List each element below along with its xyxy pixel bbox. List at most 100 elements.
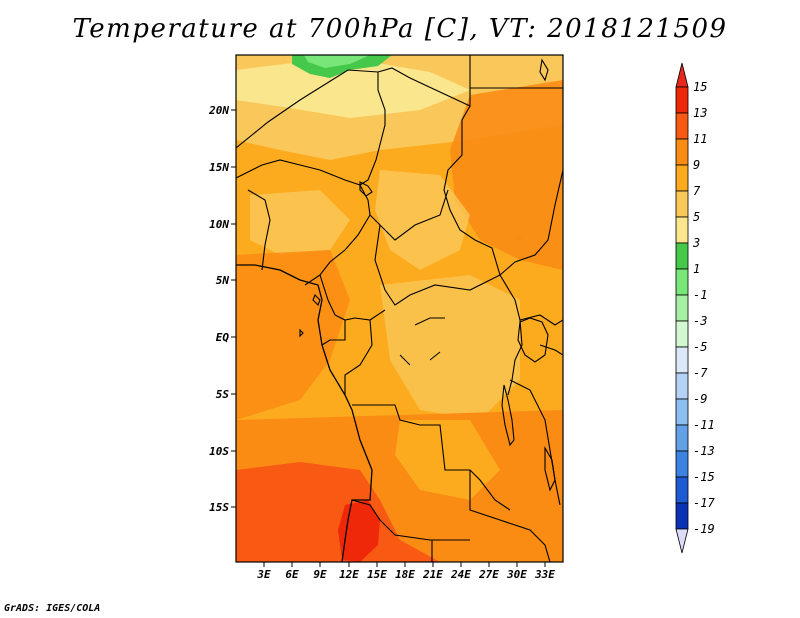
colorbar-segment [675, 424, 689, 452]
field-warm-dot [516, 237, 522, 241]
colorbar-label: -7 [693, 366, 708, 380]
lon-label: 15E [367, 568, 387, 581]
boundary-kenya [539, 344, 563, 356]
field-band-11to13 [236, 462, 440, 562]
colorbar-label: -15 [693, 470, 715, 484]
lon-label: 33E [534, 568, 555, 581]
field-band-9to11-west [236, 250, 350, 420]
lat-label: 20N [208, 104, 229, 117]
lon-label: 12E [339, 568, 359, 581]
lat-label: 10N [209, 218, 229, 231]
boundary-mali-niger [236, 159, 361, 186]
colorbar-segment [675, 346, 689, 374]
colorbar-label: -5 [693, 340, 707, 354]
lon-label: 30E [506, 568, 527, 581]
colorbar-over-arrow [675, 62, 689, 88]
colorbar-label: -3 [693, 314, 707, 328]
island-bioko [312, 294, 321, 306]
colorbar-segment [675, 294, 689, 322]
boundary-tanzania-mozambique [509, 379, 561, 506]
lake-chad [359, 181, 373, 197]
lat-labels: 20N 15N 10N 5N EQ 5S 10S 15S [208, 104, 229, 514]
colorbar-segment [675, 164, 689, 192]
temperature-field [236, 55, 563, 562]
lon-label: 9E [313, 568, 327, 581]
lat-label: 5N [216, 274, 230, 287]
lon-labels: 3E 6E 9E 12E 15E 18E 21E 24E 27E 30E 33E [256, 568, 555, 581]
boundary-nigeria-cameroon [304, 184, 371, 286]
colorbar-segment [675, 190, 689, 218]
colorbar-label: 5 [693, 210, 700, 224]
colorbar-under-arrow [675, 528, 689, 554]
colorbar-segment [675, 86, 689, 114]
boundary-car [374, 224, 501, 306]
coast-red-sea [539, 58, 549, 82]
field-light-west [250, 190, 350, 255]
colorbar-segment [675, 216, 689, 244]
field-band-7to9-south [395, 420, 500, 500]
colorbar-label: 13 [693, 106, 707, 120]
lon-label: 18E [395, 568, 415, 581]
lon-label: 6E [285, 568, 299, 581]
lat-label: 5S [216, 388, 230, 401]
boundary-niger-chad [359, 72, 386, 186]
colorbar-label: -11 [693, 418, 715, 432]
colorbar: 15 13 11 9 7 5 3 1 -1 -3 -5 -7 -9 -11 -13 -15 -17 -19 [675, 62, 715, 554]
lon-label: 3E [256, 568, 271, 581]
colorbar-segment [675, 138, 689, 166]
colorbar-segment [675, 450, 689, 478]
lake-malawi [544, 445, 556, 492]
lon-label: 27E [478, 568, 499, 581]
boundary-angola-namibia [351, 499, 470, 541]
colorbar-label: 1 [693, 262, 700, 276]
colorbar-segment [675, 268, 689, 296]
colorbar-label: -13 [693, 444, 715, 458]
boundary-sudan-ssudan [499, 169, 563, 276]
boundaries [236, 55, 563, 562]
colorbar-label: 3 [692, 236, 700, 250]
chart-title: Temperature at 700hPa [C], VT: 201812150… [72, 14, 728, 44]
boundary-drc-east [499, 274, 523, 396]
lake-tanganyika [501, 384, 515, 447]
field-band-9to11-east [450, 80, 563, 270]
lat-label: EQ [216, 331, 230, 344]
field-light-congo [380, 275, 520, 420]
field-cold-patch-light [304, 55, 370, 68]
colorbar-label: 15 [693, 80, 707, 94]
colorbar-segment [675, 112, 689, 140]
boundary-angola-zambia [352, 404, 511, 511]
lon-label: 21E [422, 568, 443, 581]
colorbar-label: -17 [693, 496, 715, 510]
colorbar-label: -19 [693, 522, 715, 536]
boundary-chad-sudan [443, 105, 501, 276]
grads-credit: GrADS: IGES/COLA [4, 603, 101, 614]
colorbar-label: 9 [693, 158, 700, 172]
colorbar-segment [675, 242, 689, 270]
lat-label: 15S [209, 501, 229, 514]
colorbar-segment [675, 320, 689, 348]
coastline-atlantic [236, 264, 373, 562]
lat-label: 10S [209, 445, 229, 458]
lake-victoria [517, 317, 549, 363]
boundary-congo [344, 319, 373, 395]
boundary-gabon [321, 320, 346, 346]
colorbar-segment [675, 398, 689, 426]
colorbar-segment [675, 476, 689, 504]
map-frame [235, 54, 564, 563]
rivers-congo [399, 317, 445, 366]
island-saotome [299, 328, 304, 338]
lat-label: 15N [209, 161, 229, 174]
axis-ticks [231, 109, 546, 567]
colorbar-label: -9 [693, 392, 707, 406]
colorbar-label: 7 [693, 184, 701, 198]
boundary-north [236, 55, 471, 149]
boundary-benin [247, 189, 271, 271]
colorbar-segment [675, 502, 689, 530]
colorbar-label: -1 [693, 288, 707, 302]
boundary-zambia-zimbabwe [469, 470, 551, 562]
colorbar-segment [675, 372, 689, 400]
lon-label: 24E [450, 568, 471, 581]
colorbar-label: 11 [693, 132, 707, 146]
boundary-chad-car [369, 189, 449, 241]
